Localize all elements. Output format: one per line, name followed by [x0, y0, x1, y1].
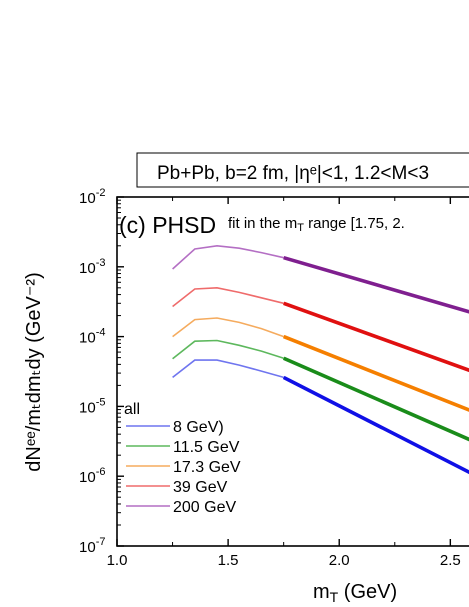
panel-label: (c) PHSD	[119, 212, 216, 238]
fit-line-2	[282, 356, 469, 442]
y-axis-title: dNᵉᵉ/mₜdmₜdy (GeV⁻²)	[23, 272, 45, 471]
x-tick-label: 1.0	[107, 552, 128, 569]
series-line-1	[172, 359, 284, 379]
fit-annotation-main: fit in the m	[228, 215, 297, 232]
y-tick-label: 10-2	[79, 187, 105, 207]
y-tick-label: 10-6	[79, 466, 105, 486]
fit-annotation-sub: T	[297, 222, 304, 234]
x-tick-label: 2.0	[329, 552, 350, 569]
axis-ticks: 1.0 1.5 2.0 2.5 10-7 10-6 10-5 10-4 10-3 10-2	[79, 187, 461, 569]
series-line-4	[172, 286, 284, 308]
title-box-border	[136, 152, 469, 188]
y-tick-label: 10-7	[79, 536, 105, 556]
fit-annotation: fit in the mT range [1.75, 2.	[228, 215, 405, 234]
fit-line-1	[282, 375, 469, 475]
series-lines	[172, 244, 469, 475]
x-tick-label: 2.5	[440, 552, 461, 569]
y-tick-label: 10-4	[79, 327, 105, 347]
fit-annotation-rest: range [1.75, 2.	[304, 215, 405, 232]
legend-label-4: 39 GeV	[173, 479, 228, 496]
y-tick-label: 10-3	[79, 257, 105, 277]
series-line-2	[172, 339, 284, 360]
x-axis-title-sub: T	[330, 589, 339, 605]
x-axis-title-rest: (GeV)	[338, 581, 397, 603]
series-line-3	[172, 317, 284, 338]
legend: all 8 GeV) 11.5 GeV 17.3 GeV 39 GeV 200 GeV	[124, 401, 241, 516]
x-axis-title: mT (GeV)	[313, 581, 397, 605]
series-line-5	[172, 244, 284, 270]
fit-line-3	[283, 334, 469, 412]
legend-label-1: 8 GeV)	[173, 419, 224, 436]
x-axis-title-main: m	[313, 581, 330, 603]
legend-label-3: 17.3 GeV	[173, 459, 241, 476]
fit-line-4	[283, 301, 469, 373]
legend-header: all	[124, 401, 140, 418]
legend-label-5: 200 GeV	[173, 499, 236, 516]
title-box: Pb+Pb, b=2 fm, |ηᵉ|<1, 1.2<M<3	[136, 152, 469, 188]
plot-frame	[116, 196, 469, 547]
x-tick-label: 1.5	[218, 552, 239, 569]
legend-label-2: 11.5 GeV	[173, 439, 240, 456]
y-tick-label: 10-5	[79, 396, 105, 416]
chart-title: Pb+Pb, b=2 fm, |ηᵉ|<1, 1.2<M<3	[157, 163, 429, 184]
fit-line-5	[283, 255, 469, 314]
